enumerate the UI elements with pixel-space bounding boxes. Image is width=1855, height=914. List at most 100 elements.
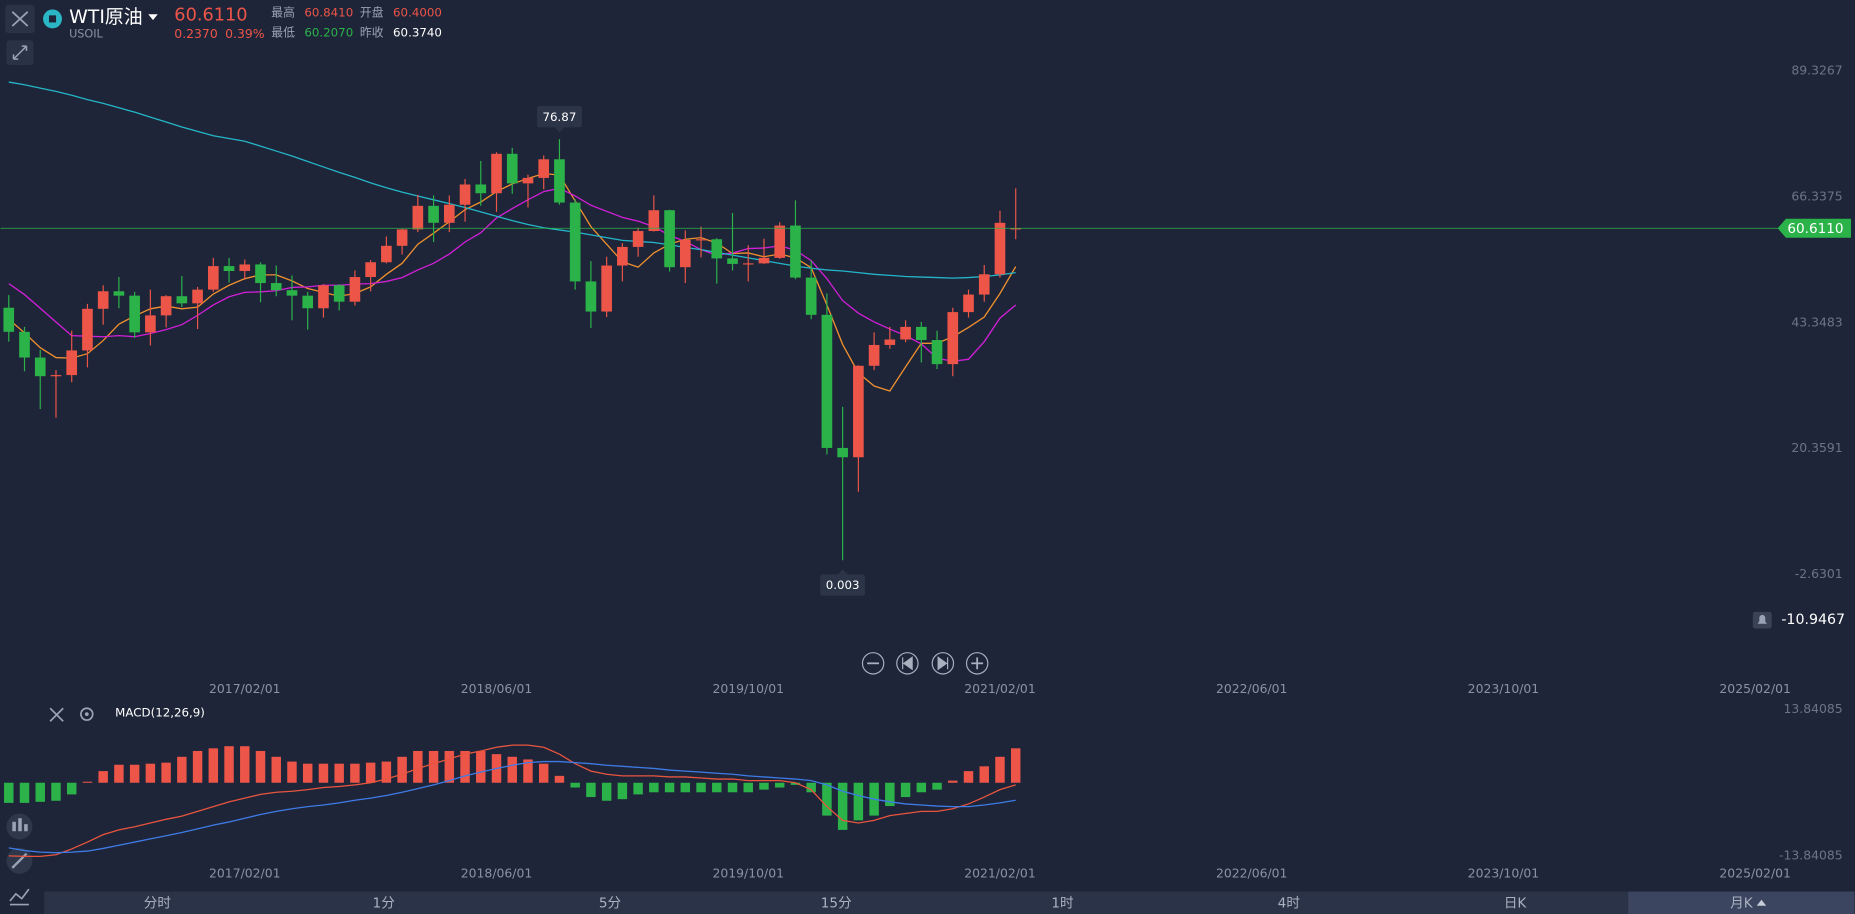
moving-average-line — [8, 187, 1017, 363]
stat-label: 昨收 — [360, 26, 384, 40]
macd-bar — [82, 781, 93, 783]
candle-body — [994, 222, 1006, 275]
candle-body — [758, 257, 770, 264]
extreme-label-pointer — [554, 127, 565, 133]
stat-value: 60.3740 — [393, 26, 442, 40]
candle-body — [868, 344, 880, 366]
candle-body — [113, 291, 125, 296]
cursor-price-label: -10.9467 — [1781, 612, 1845, 628]
timeframe-tab[interactable]: 分时 — [144, 895, 172, 911]
candle-body — [774, 225, 786, 258]
candle-body — [1010, 228, 1022, 230]
candle-body — [554, 159, 565, 203]
candle-body — [318, 285, 329, 309]
macd-line — [8, 744, 1016, 858]
candle-body — [82, 308, 93, 351]
symbol-name[interactable]: WTI原油 — [69, 6, 143, 28]
macd-bar — [633, 782, 643, 795]
macd-bar — [255, 750, 266, 783]
macd-bar — [98, 771, 108, 783]
x-tick-label: 2017/02/01 — [209, 681, 281, 696]
macd-bar — [680, 782, 691, 793]
indicator-button[interactable] — [6, 813, 33, 840]
macd-bar — [743, 782, 753, 793]
macd-bar — [114, 764, 124, 783]
macd-bar — [916, 782, 927, 793]
macd-bar — [161, 762, 171, 783]
macd-close-button[interactable] — [49, 707, 64, 722]
timeframe-tab[interactable]: 日K — [1504, 895, 1528, 911]
candle-body — [381, 245, 392, 263]
macd-bar — [66, 782, 77, 795]
candle-body — [538, 159, 550, 178]
timeframe-tab[interactable]: 1时 — [1051, 895, 1074, 911]
tab-caret — [1756, 899, 1767, 906]
candle-body — [286, 290, 298, 296]
macd-bar — [19, 782, 30, 803]
x-tick-label: 2022/06/01 — [1216, 865, 1288, 880]
step-back-button[interactable] — [896, 652, 919, 675]
candle-body — [664, 210, 675, 268]
candle-body — [679, 239, 691, 268]
candle-body — [931, 340, 943, 365]
header-change-pct: 0.39% — [225, 26, 265, 41]
macd-bar — [649, 782, 659, 793]
zoom-out-button[interactable] — [861, 652, 885, 675]
macd-bar — [208, 748, 219, 783]
macd-bar — [287, 761, 297, 783]
line-tool-button[interactable] — [9, 888, 30, 906]
candle-body — [963, 294, 974, 313]
macd-bar — [586, 782, 596, 798]
macd-bar — [853, 782, 864, 821]
stat-label: 最低 — [271, 26, 295, 40]
macd-bar — [192, 750, 203, 783]
close-button[interactable] — [5, 4, 35, 34]
timeframe-tab[interactable]: 4时 — [1278, 895, 1301, 911]
y-tick-label: 20.3591 — [1791, 440, 1842, 455]
step-forward-button[interactable] — [931, 652, 955, 675]
timeframe-tab[interactable]: 5分 — [599, 895, 622, 911]
macd-bar — [554, 775, 565, 783]
macd-bar — [1010, 748, 1021, 783]
stat-value: 60.2070 — [304, 26, 353, 40]
stat-value: 60.8410 — [304, 6, 353, 20]
macd-bar — [507, 756, 517, 783]
candle-body — [837, 447, 848, 458]
candle-body — [160, 296, 172, 316]
candle-body — [50, 375, 62, 377]
macd-bar — [444, 750, 455, 783]
x-tick-label: 2022/06/01 — [1216, 681, 1288, 696]
candle-body — [443, 204, 455, 223]
x-tick-label: 2018/06/01 — [461, 865, 533, 880]
y-tick-label: 89.3267 — [1791, 62, 1842, 77]
symbol-dropdown[interactable] — [148, 14, 158, 21]
candle-body — [884, 339, 896, 345]
timeframe-tab[interactable]: 1分 — [373, 895, 396, 911]
draw-button[interactable] — [6, 847, 33, 874]
candle-body — [585, 281, 597, 312]
timeframe-tab[interactable]: 15分 — [821, 895, 852, 911]
candle-body — [695, 239, 707, 241]
y-tick-label: -2.6301 — [1795, 566, 1843, 581]
candle-body — [428, 205, 439, 223]
candle-body — [648, 210, 660, 232]
extreme-label: 76.87 — [543, 110, 577, 124]
stat-value: 60.4000 — [393, 6, 442, 20]
macd-bar — [177, 756, 187, 783]
macd-bar — [712, 782, 722, 793]
macd-bar — [51, 782, 61, 801]
header-price: 60.6110 — [174, 5, 247, 25]
candle-body — [255, 264, 266, 284]
zoom-in-button[interactable] — [965, 652, 989, 675]
candle-body — [223, 266, 235, 272]
macd-bar — [460, 750, 470, 783]
expand-button[interactable] — [6, 40, 34, 66]
candle-body — [412, 205, 424, 230]
macd-settings-button[interactable] — [80, 707, 94, 721]
macd-bar — [885, 782, 895, 807]
x-tick-label: 2025/02/01 — [1719, 681, 1791, 696]
timeframe-tab[interactable]: 月K — [1730, 895, 1754, 911]
macd-bar — [523, 759, 533, 783]
macd-bar — [727, 782, 738, 793]
candle-body — [790, 225, 801, 278]
